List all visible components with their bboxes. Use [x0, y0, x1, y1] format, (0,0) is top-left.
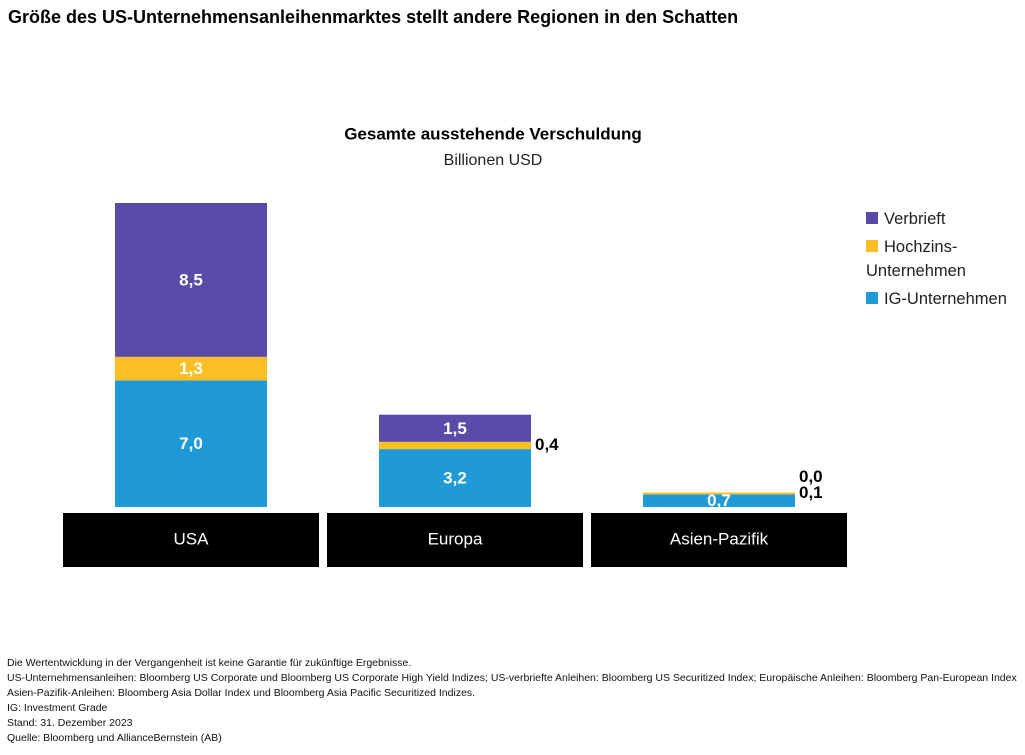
data-label: 0,7	[707, 491, 731, 510]
data-label: 3,2	[443, 469, 467, 488]
legend-swatch	[866, 292, 878, 304]
bar-segment	[379, 441, 531, 450]
x-tick-label: Asien-Pazifik	[670, 529, 769, 548]
legend-item: Hochzins-Unternehmen	[866, 235, 1025, 283]
bar-segment	[115, 380, 267, 507]
footnote: Stand: 31. Dezember 2023	[7, 717, 133, 729]
bar-segment	[643, 494, 795, 507]
legend-label: IG-Unternehmen	[884, 290, 1007, 308]
category-box	[327, 513, 583, 567]
legend: Verbrieft Hochzins-Unternehmen IG-Unterneh…	[866, 207, 1025, 315]
bar-segment	[379, 449, 531, 507]
legend-label: Hochzins-Unternehmen	[866, 238, 966, 280]
bar-segment	[115, 203, 267, 357]
data-label: 7,0	[179, 434, 203, 453]
legend-item: IG-Unternehmen	[866, 287, 1025, 311]
footnote: Die Wertentwicklung in der Vergangenheit…	[7, 657, 412, 669]
bar-segment	[115, 356, 267, 381]
footnote: IG: Investment Grade	[7, 702, 108, 714]
data-label: 0,1	[799, 483, 823, 502]
chart-subtitle: Billionen USD	[444, 152, 543, 169]
data-label: 1,3	[179, 359, 203, 378]
legend-swatch	[866, 212, 878, 224]
chart-title: Gesamte ausstehende Verschuldung	[344, 124, 642, 143]
page-title: Größe des US-Unternehmensanleihenmarktes…	[8, 7, 738, 27]
footnote: Asien-Pazifik-Anleihen: Bloomberg Asia D…	[7, 687, 476, 699]
legend-swatch	[866, 240, 878, 252]
legend-item: Verbrieft	[866, 207, 1025, 231]
bar-segment	[643, 492, 795, 495]
bar-segment	[379, 414, 531, 442]
x-tick-label: Europa	[428, 529, 483, 548]
legend-label: Verbrieft	[884, 210, 946, 228]
footnotes: Die Wertentwicklung in der Vergangenheit…	[7, 656, 1017, 746]
x-tick-label: USA	[174, 529, 210, 548]
data-label: 1,5	[443, 419, 467, 438]
footnote: US-Unternehmensanleihen: Bloomberg US Co…	[7, 672, 1017, 684]
footnote: Quelle: Bloomberg und AllianceBernstein …	[7, 732, 222, 744]
data-label: 0,0	[799, 467, 823, 486]
chart: Größe des US-Unternehmensanleihenmarktes…	[8, 7, 847, 567]
category-box	[63, 513, 319, 567]
data-label: 8,5	[179, 270, 203, 289]
data-label: 0,4	[535, 435, 559, 454]
category-box	[591, 513, 847, 567]
